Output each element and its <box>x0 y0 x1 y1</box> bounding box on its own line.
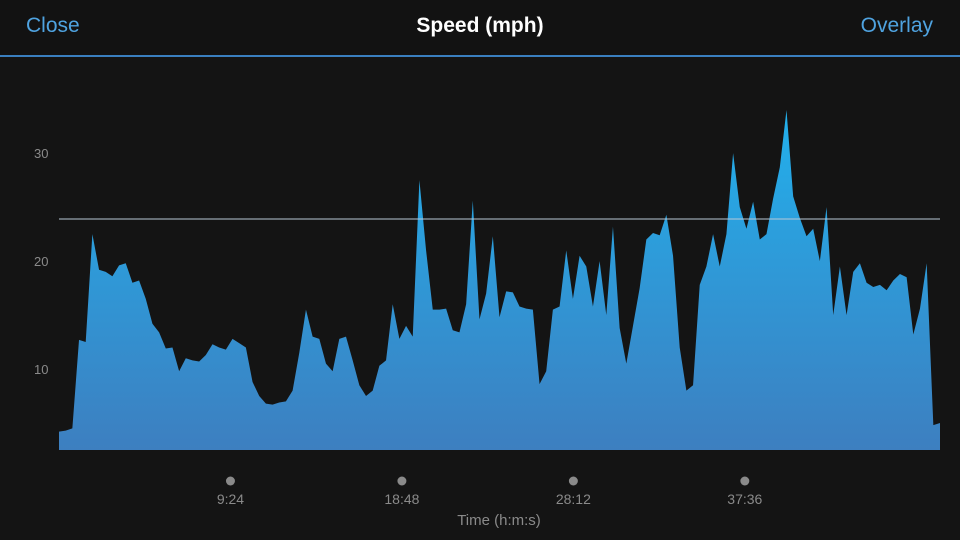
x-tick-marker-3 <box>740 476 750 486</box>
x-axis-ticks: 9:24 18:48 28:12 37:36 <box>217 476 763 507</box>
x-tick-label-0: 9:24 <box>217 491 244 507</box>
x-tick-label-2: 28:12 <box>556 491 591 507</box>
y-tick-label-1: 20 <box>34 254 48 269</box>
x-axis-label: Time (h:m:s) <box>457 512 541 529</box>
close-button[interactable]: Close <box>26 14 80 37</box>
x-tick-marker-0 <box>225 476 235 486</box>
x-tick-label-3: 37:36 <box>727 491 762 507</box>
y-tick-label-2: 30 <box>34 146 48 161</box>
y-axis-ticks: 10 20 30 <box>34 146 48 377</box>
top-navigation-bar: Close Speed (mph) Overlay <box>0 0 960 57</box>
x-tick-marker-2 <box>568 476 578 486</box>
x-tick-marker-1 <box>397 476 407 486</box>
overlay-button[interactable]: Overlay <box>860 14 933 37</box>
speed-area-series <box>59 110 940 450</box>
x-tick-label-1: 18:48 <box>384 491 419 507</box>
y-tick-label-0: 10 <box>34 362 48 377</box>
speed-area-chart[interactable]: 10 20 30 9:24 18:48 28:12 37:36 Time (h:m:s) <box>0 57 960 540</box>
chart-area[interactable]: 10 20 30 9:24 18:48 28:12 37:36 Time (h:m:s) <box>0 57 960 540</box>
chart-title: Speed (mph) <box>416 14 544 37</box>
